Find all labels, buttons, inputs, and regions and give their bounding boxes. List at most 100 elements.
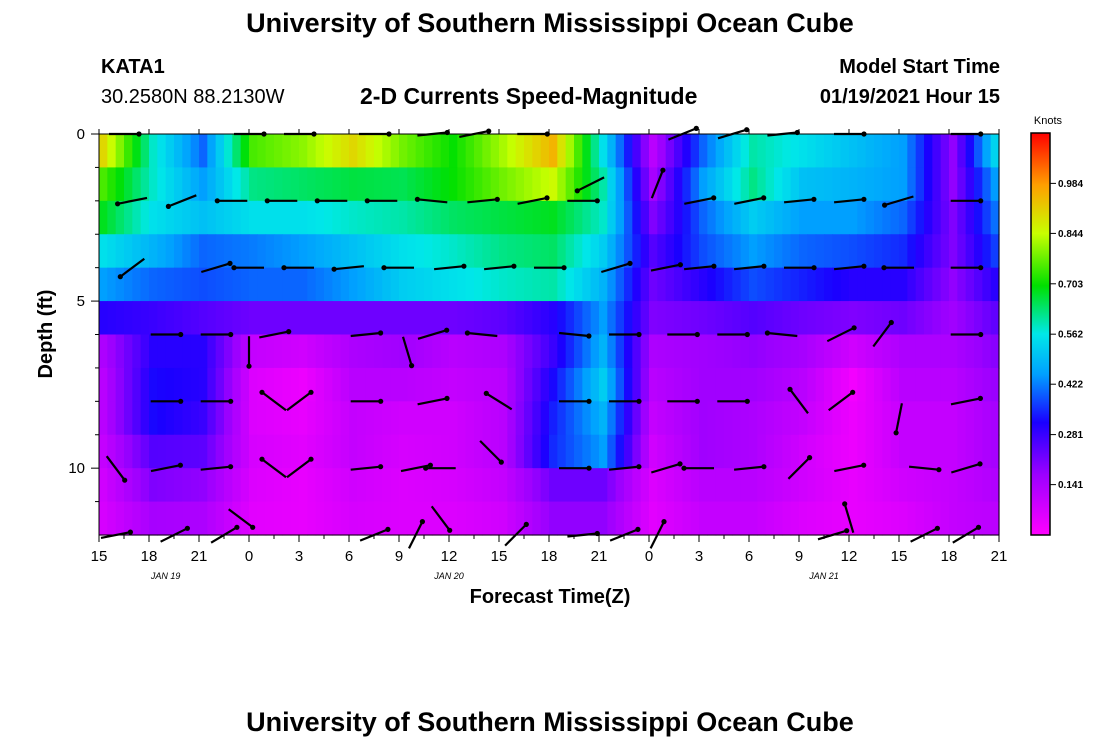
heatmap-cell — [340, 134, 350, 169]
heatmap-cell — [107, 267, 117, 302]
heatmap-cell — [340, 468, 350, 503]
heatmap-cell — [332, 301, 342, 336]
heatmap-cell — [832, 334, 842, 369]
heatmap-cell — [299, 468, 308, 503]
current-vector — [650, 167, 666, 199]
heatmap-cell — [274, 267, 283, 302]
current-vector — [200, 331, 234, 338]
heatmap-cell — [215, 501, 225, 536]
heatmap-cell — [515, 468, 525, 503]
heatmap-cell — [199, 334, 208, 369]
heatmap-cell — [282, 167, 292, 202]
heatmap-cell — [774, 367, 783, 402]
heatmap-cell — [307, 134, 317, 169]
current-vector — [430, 505, 453, 533]
heatmap-cell — [824, 234, 833, 269]
heatmap-cell — [174, 401, 183, 436]
heatmap-cell — [782, 468, 792, 503]
heatmap-cell — [832, 267, 842, 302]
heatmap-cell — [690, 401, 700, 436]
heatmap-cell — [857, 367, 867, 402]
heatmap-cell — [349, 468, 358, 503]
heatmap-cell — [257, 167, 267, 202]
heatmap-cell — [107, 234, 117, 269]
heatmap-cell — [124, 234, 133, 269]
heatmap-cell — [749, 134, 758, 169]
heatmap-cell — [174, 134, 183, 169]
footer-title: University of Southern Mississippi Ocean… — [246, 707, 854, 737]
heatmap-cell — [490, 501, 500, 536]
heatmap-cell — [740, 434, 750, 469]
heatmap-cell — [807, 367, 817, 402]
heatmap-cell — [232, 501, 242, 536]
heatmap-cell — [899, 200, 908, 235]
heatmap-cell — [824, 334, 833, 369]
heatmap-cell — [174, 234, 183, 269]
date-label: JAN 20 — [433, 571, 464, 581]
heatmap-cell — [790, 200, 800, 235]
heatmap-cell — [824, 367, 833, 402]
heatmap-cell — [332, 501, 342, 536]
heatmap-cell — [957, 468, 967, 503]
heatmap-cell — [115, 167, 125, 202]
heatmap-cell — [715, 301, 725, 336]
heatmap-cell — [924, 501, 933, 536]
heatmap-cell — [499, 434, 508, 469]
date-label: JAN 21 — [808, 571, 839, 581]
heatmap-cell — [240, 468, 250, 503]
x-tick-label: 18 — [141, 548, 158, 565]
heatmap-cell — [124, 267, 133, 302]
heatmap-cell — [399, 501, 408, 536]
heatmap-cell — [299, 367, 308, 402]
heatmap-cell — [165, 468, 175, 503]
heatmap-cell — [540, 200, 550, 235]
heatmap-cell — [615, 267, 625, 302]
heatmap-cell — [590, 501, 600, 536]
heatmap-cell — [599, 401, 608, 436]
heatmap-cell — [399, 334, 408, 369]
heatmap-cell — [965, 200, 975, 235]
heatmap-cell — [724, 334, 733, 369]
heatmap-cell — [790, 167, 800, 202]
heatmap-cell — [832, 501, 842, 536]
heatmap-cell — [732, 167, 742, 202]
heatmap-cell — [715, 401, 725, 436]
heatmap-cell — [890, 468, 900, 503]
heatmap-cell — [124, 367, 133, 402]
heatmap-cell — [107, 334, 117, 369]
heatmap-cell — [257, 501, 267, 536]
heatmap-cell — [682, 468, 692, 503]
heatmap-cell — [682, 134, 692, 169]
heatmap-cell — [499, 367, 508, 402]
heatmap-cell — [532, 301, 542, 336]
heatmap-cell — [765, 501, 775, 536]
heatmap-cell — [507, 167, 517, 202]
heatmap-cell — [882, 468, 892, 503]
heatmap-cell — [890, 167, 900, 202]
heatmap-cell — [840, 267, 850, 302]
heatmap-cell — [240, 367, 250, 402]
current-vector — [264, 198, 298, 204]
current-vector — [350, 398, 384, 404]
heatmap-cell — [507, 234, 517, 269]
heatmap-cell — [174, 367, 183, 402]
current-vector — [558, 331, 592, 339]
current-vector — [784, 265, 817, 271]
heatmap-cell — [115, 468, 125, 503]
heatmap-cell — [982, 401, 992, 436]
heatmap-cell — [374, 200, 383, 235]
current-vector — [517, 195, 550, 205]
heatmap-cell — [115, 434, 125, 469]
heatmap-cell — [515, 367, 525, 402]
heatmap-cell — [607, 401, 617, 436]
heatmap-cell — [282, 468, 292, 503]
heatmap-cell — [699, 267, 708, 302]
heatmap-cell — [207, 501, 217, 536]
heatmap-cell — [482, 334, 492, 369]
colorbar: Knots 0.984 0.844 0.703 0.562 0.422 0.281 0.14… — [1030, 115, 1083, 536]
heatmap-cell — [124, 468, 133, 503]
heatmap-cell — [140, 234, 150, 269]
heatmap-cell — [549, 234, 558, 269]
x-axis-label: Forecast Time(Z) — [470, 586, 631, 608]
heatmap-cell — [890, 434, 900, 469]
